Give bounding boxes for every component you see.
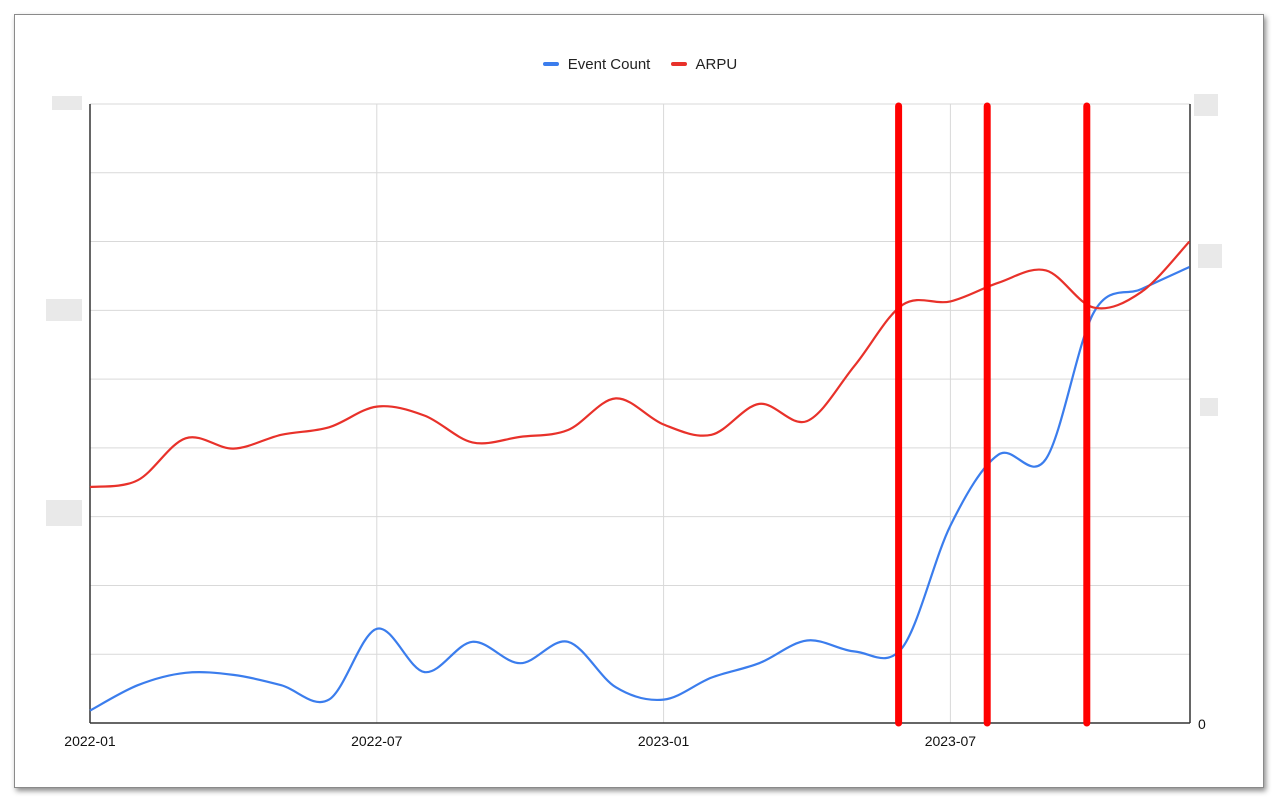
legend-item-arpu[interactable]: ARPU bbox=[670, 55, 738, 73]
grid-lines bbox=[90, 103, 1190, 723]
legend: Event Count ARPU bbox=[0, 53, 1280, 73]
legend-label-arpu: ARPU bbox=[695, 55, 738, 73]
legend-swatch-arpu bbox=[670, 62, 687, 66]
x-tick-label: 2022-01 bbox=[64, 733, 116, 749]
redacted-left-tick-mid bbox=[46, 299, 82, 321]
x-tick-label: 2023-07 bbox=[925, 733, 977, 749]
marker-lines bbox=[895, 102, 1091, 727]
redacted-right-tick-mid bbox=[1198, 244, 1222, 268]
legend-label-event-count: Event Count bbox=[567, 55, 651, 73]
series-line-arpu bbox=[89, 240, 1191, 489]
series-line-event-count bbox=[89, 266, 1190, 712]
legend-item-event-count[interactable]: Event Count bbox=[542, 55, 651, 73]
redacted-left-tick-top bbox=[52, 96, 82, 110]
right-axis-tick-zero: 0 bbox=[1198, 716, 1206, 732]
x-axis-ticks: 2022-01 2022-07 2023-01 2023-07 bbox=[64, 733, 976, 749]
redacted-right-tick-top bbox=[1194, 94, 1218, 116]
x-tick-label: 2022-07 bbox=[351, 733, 403, 749]
chart-frame bbox=[14, 14, 1264, 788]
redacted-left-tick-low bbox=[46, 500, 82, 526]
axes bbox=[89, 104, 1191, 724]
series-lines bbox=[89, 240, 1191, 712]
x-tick-label: 2023-01 bbox=[638, 733, 690, 749]
legend-swatch-event-count bbox=[542, 62, 559, 66]
redacted-right-tick-low bbox=[1200, 398, 1218, 416]
